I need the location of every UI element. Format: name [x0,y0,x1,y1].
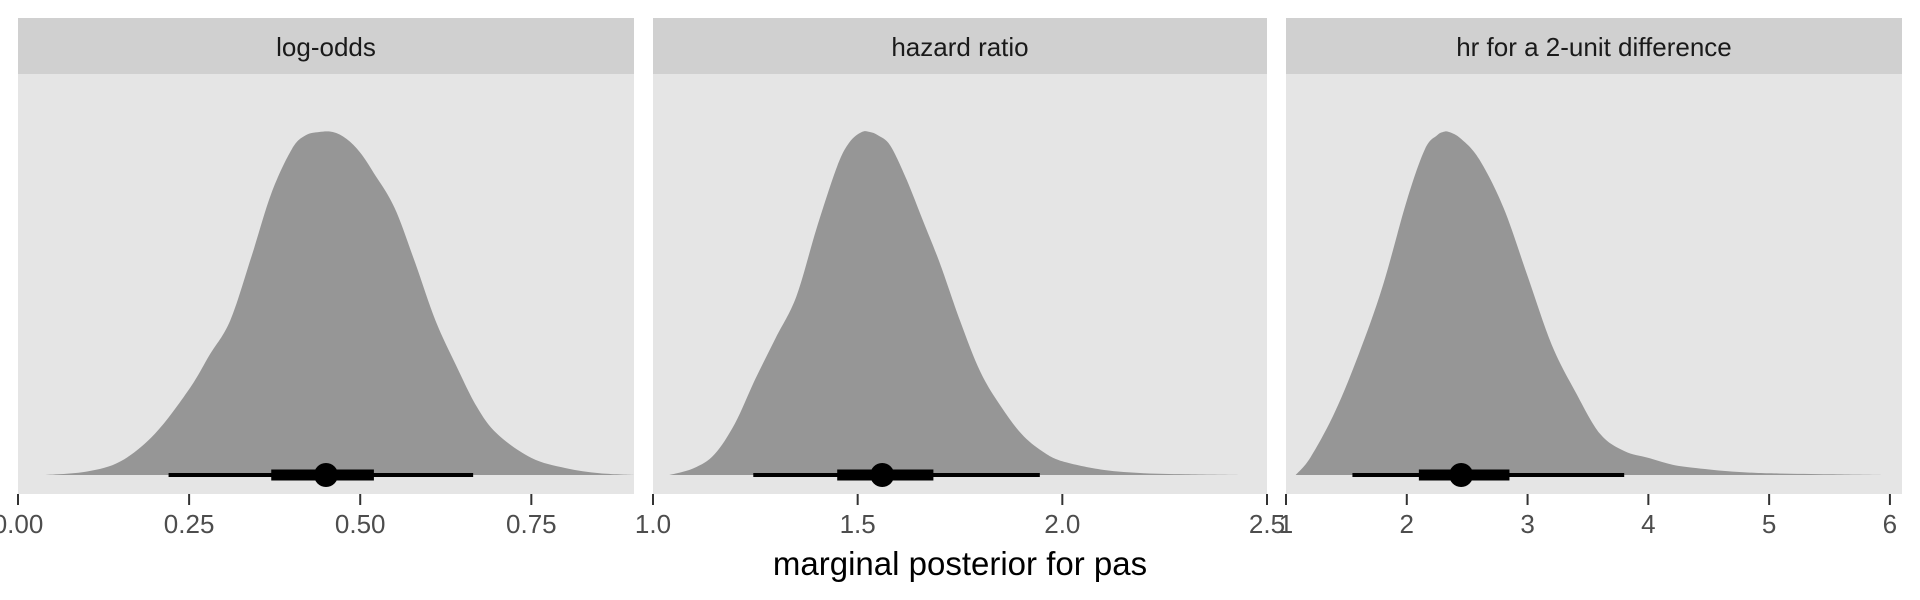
facet-panels: log-odds 0.00 0.25 0.50 0.75 hazard ratio 1.0 1… [0,18,1902,539]
facet-panel-1: log-odds 0.00 0.25 0.50 0.75 [0,18,634,539]
density-area [1295,131,1882,476]
point-estimate [1449,463,1474,487]
facet-panel-2: hazard ratio 1.0 1.5 2.0 2.5 [635,18,1285,539]
x-axis-title: marginal posterior for pas [773,545,1147,582]
point-estimate [314,463,338,487]
x-tick-label: 0.75 [506,509,557,539]
x-tick-label: 6 [1883,509,1897,539]
density-area [45,131,634,476]
facet-strip [1286,18,1902,74]
facet-strip-label: log-odds [276,32,376,62]
density-area [669,131,1239,476]
x-tick-label: 1 [1279,509,1293,539]
point-estimate [870,463,895,487]
x-tick-label: 0.00 [0,509,43,539]
facet-strip [18,18,634,74]
x-tick-label: 3 [1520,509,1534,539]
facet-strip [653,18,1267,74]
x-tick-label: 1.0 [635,509,671,539]
x-tick-label: 5 [1762,509,1776,539]
x-tick-label: 2.0 [1044,509,1080,539]
x-tick-label: 0.25 [164,509,215,539]
x-tick-label: 0.50 [335,509,386,539]
facet-strip-label: hr for a 2-unit difference [1456,32,1732,62]
x-tick-label: 1.5 [840,509,876,539]
x-tick-label: 2.5 [1249,509,1285,539]
facet-strip-label: hazard ratio [891,32,1028,62]
x-tick-label: 2 [1400,509,1414,539]
facet-panel-3: hr for a 2-unit difference 1 2 3 4 5 6 [1279,18,1902,539]
x-tick-label: 4 [1641,509,1655,539]
